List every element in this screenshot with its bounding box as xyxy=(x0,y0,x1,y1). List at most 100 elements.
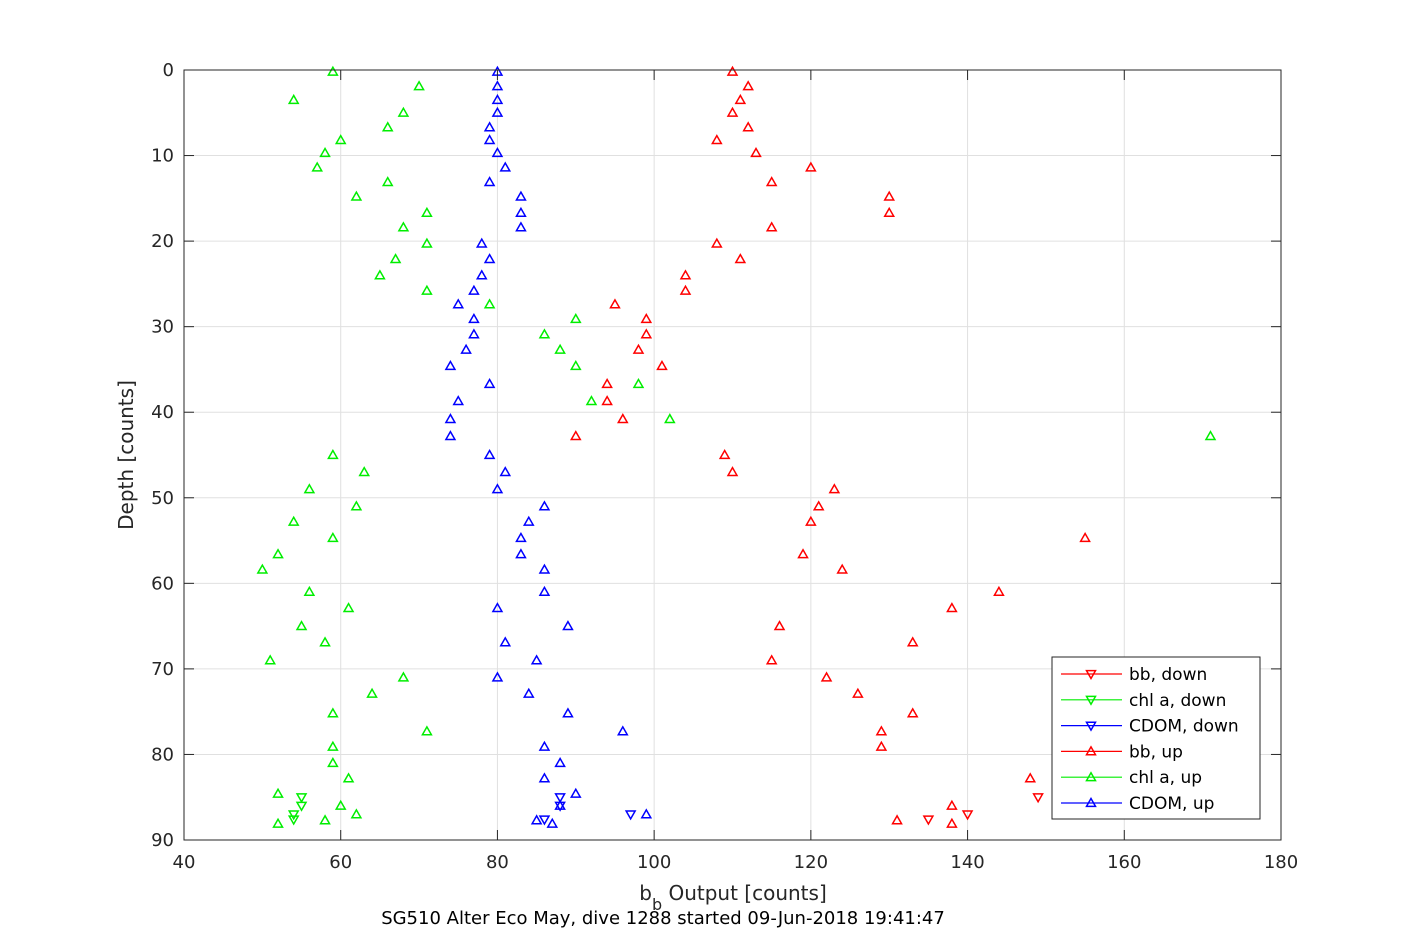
legend-marker xyxy=(1085,745,1097,756)
legend-entry: bb, up xyxy=(1061,742,1183,762)
legend-marker xyxy=(1085,796,1097,808)
x-tick-label: 40 xyxy=(173,852,196,873)
data-point xyxy=(609,298,621,309)
data-point xyxy=(444,413,457,424)
data-point xyxy=(538,563,551,574)
data-point xyxy=(632,377,645,389)
data-point xyxy=(726,65,739,76)
data-point xyxy=(483,377,496,389)
data-point xyxy=(836,563,848,574)
data-point xyxy=(820,671,833,682)
data-point xyxy=(389,253,402,264)
data-point xyxy=(554,343,566,354)
data-point xyxy=(891,814,903,825)
data-point xyxy=(765,221,778,232)
data-point xyxy=(946,799,958,810)
data-point xyxy=(303,483,316,494)
y-tick-label: 20 xyxy=(151,231,174,252)
data-point xyxy=(421,725,433,736)
legend-entries: bb, down chl a, down CDOM, down bb, up chl a… xyxy=(1061,665,1239,814)
legend-entry: CDOM, up xyxy=(1061,794,1214,814)
data-point xyxy=(538,585,551,597)
legend-label: CDOM, down xyxy=(1129,717,1239,737)
data-point xyxy=(319,146,331,158)
data-point xyxy=(483,253,496,264)
data-point xyxy=(750,146,762,158)
legend-marker xyxy=(1085,721,1097,732)
y-tick-label: 30 xyxy=(151,317,174,338)
data-point xyxy=(295,620,308,631)
data-point xyxy=(852,687,864,698)
data-point xyxy=(734,93,747,105)
data-point xyxy=(264,654,276,665)
data-point xyxy=(350,500,363,511)
data-point xyxy=(499,161,512,172)
legend-label: bb, down xyxy=(1129,665,1207,685)
data-point xyxy=(961,810,974,821)
legend-marker xyxy=(1085,669,1097,681)
data-point xyxy=(303,585,316,597)
data-point xyxy=(460,343,472,354)
series-chl-a-up xyxy=(256,65,1217,828)
data-point xyxy=(468,328,480,339)
data-point xyxy=(1204,430,1217,441)
data-point xyxy=(805,515,817,526)
data-point xyxy=(538,740,551,751)
y-tick-label: 10 xyxy=(151,146,174,167)
legend-label: bb, up xyxy=(1129,742,1183,762)
legend-entry: bb, down xyxy=(1061,665,1207,685)
legend-entry: CDOM, down xyxy=(1061,717,1239,737)
data-point xyxy=(421,206,433,218)
data-point xyxy=(664,413,676,424)
legend-box xyxy=(1051,656,1261,820)
data-point xyxy=(444,360,457,371)
data-point xyxy=(295,793,308,804)
x-tick-label: 160 xyxy=(1107,852,1141,873)
data-point xyxy=(475,237,488,248)
data-point xyxy=(946,817,958,828)
series-bb-down xyxy=(922,793,1044,826)
data-point xyxy=(640,312,653,324)
data-point xyxy=(491,106,504,117)
data-point xyxy=(515,206,527,218)
x-tick-label: 80 xyxy=(486,852,509,873)
data-point xyxy=(554,756,566,768)
y-tick-label: 40 xyxy=(151,402,174,423)
data-point xyxy=(538,772,551,783)
data-point xyxy=(1024,772,1037,783)
series-chl-a-down xyxy=(287,793,308,826)
data-point xyxy=(468,312,480,324)
legend-entry: chl a, down xyxy=(1061,691,1226,711)
data-point xyxy=(342,772,355,783)
data-point xyxy=(922,815,935,826)
data-point xyxy=(711,237,723,248)
series-cdom-up xyxy=(444,65,653,828)
data-point xyxy=(452,298,465,309)
data-point xyxy=(468,284,480,295)
data-point xyxy=(272,787,284,798)
data-point xyxy=(483,176,496,187)
data-point xyxy=(946,602,958,613)
data-point xyxy=(515,190,527,201)
data-point xyxy=(256,563,269,574)
data-point xyxy=(875,740,888,751)
axes-frame xyxy=(183,69,1282,841)
data-point xyxy=(624,810,637,821)
data-point xyxy=(554,793,566,804)
data-markers xyxy=(256,65,1217,828)
data-point xyxy=(366,687,378,698)
data-point xyxy=(491,483,504,494)
data-point xyxy=(554,799,566,810)
x-axis-label-rest: Output [counts] xyxy=(662,881,827,905)
data-point xyxy=(287,810,300,821)
y-axis-label: Depth [counts] xyxy=(114,380,138,530)
data-point xyxy=(640,328,653,339)
data-point xyxy=(617,413,629,424)
data-point xyxy=(773,620,786,631)
data-point xyxy=(381,121,394,132)
data-point xyxy=(530,654,543,665)
data-point xyxy=(287,515,300,526)
data-point xyxy=(499,636,512,647)
data-point xyxy=(334,134,347,145)
x-tick-label: 120 xyxy=(794,852,828,873)
